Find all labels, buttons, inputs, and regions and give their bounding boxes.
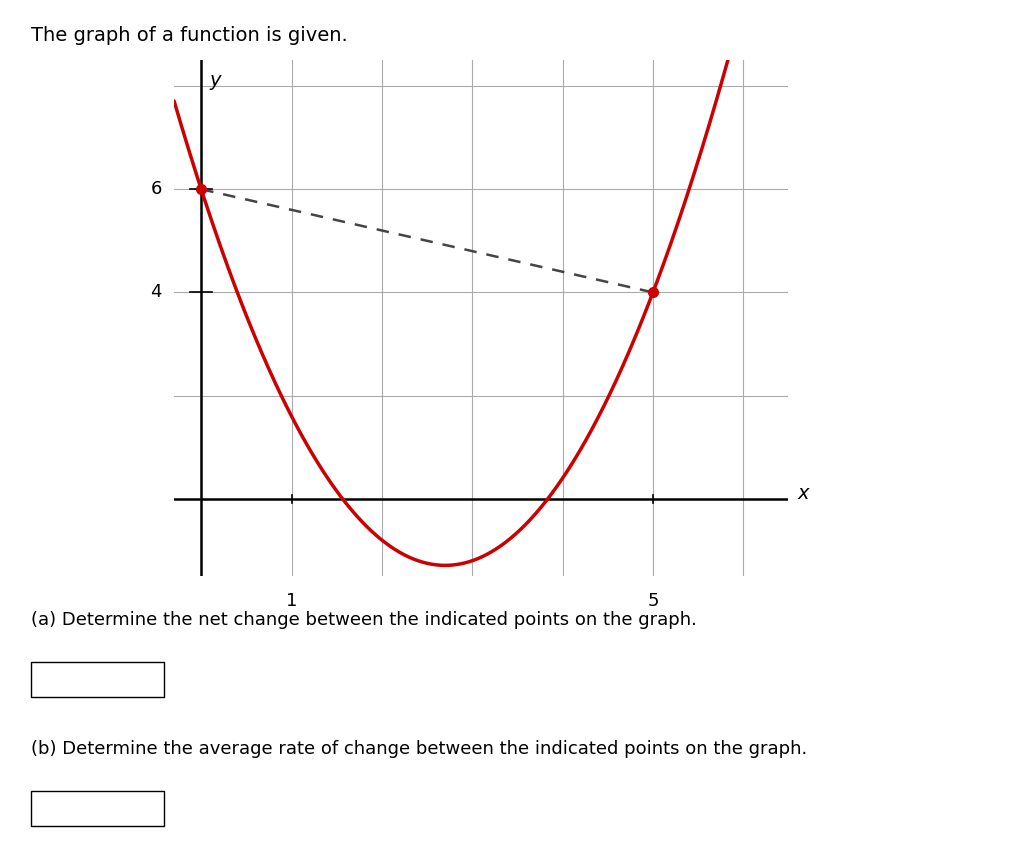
Text: 5: 5: [647, 592, 658, 610]
Text: 6: 6: [151, 181, 162, 198]
Text: 1: 1: [286, 592, 297, 610]
Text: y: y: [209, 71, 220, 89]
Text: x: x: [798, 484, 809, 503]
Text: The graph of a function is given.: The graph of a function is given.: [31, 26, 347, 45]
Text: 4: 4: [151, 284, 162, 301]
Text: (a) Determine the net change between the indicated points on the graph.: (a) Determine the net change between the…: [31, 611, 696, 629]
Text: (b) Determine the average rate of change between the indicated points on the gra: (b) Determine the average rate of change…: [31, 740, 807, 758]
